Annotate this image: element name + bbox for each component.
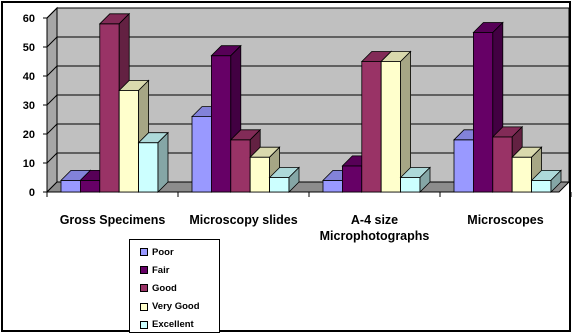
y-tick-label: 10	[23, 158, 35, 170]
legend-swatch	[140, 302, 148, 311]
legend-item: Excellent	[140, 316, 219, 334]
legend-item: Fair	[140, 261, 219, 279]
x-tick-label: Microscopy slides	[189, 213, 297, 227]
gridline	[46, 7, 569, 19]
bar-very-good-3	[380, 50, 412, 193]
y-tick-label: 30	[23, 100, 35, 112]
legend-label: Fair	[152, 264, 170, 276]
x-tick-label: Microscopes	[467, 213, 543, 227]
y-tick-label: 0	[29, 187, 35, 199]
bar-excellent-4	[530, 169, 562, 193]
legend-label: Good	[152, 282, 177, 294]
y-tick-label: 50	[23, 42, 35, 54]
bar-excellent-2	[268, 166, 300, 193]
legend-swatch	[140, 284, 148, 293]
y-tick-label: 60	[23, 13, 35, 25]
y-tick-label: 40	[23, 71, 35, 83]
gridline	[46, 36, 569, 48]
legend-label: Excellent	[152, 319, 194, 331]
legend-label: Poor	[152, 246, 174, 258]
bar-excellent-1	[137, 131, 169, 193]
bar-excellent-3	[399, 166, 431, 193]
legend-swatch	[140, 320, 148, 329]
bar-chart: 0 10 20 30 40 50 60 Gross Specimens Microscopy s…	[23, 6, 572, 243]
y-tick-label: 20	[23, 129, 35, 141]
x-tick-label: A-4 size	[351, 213, 398, 227]
legend: Poor Fair Good Very Good Excellent	[129, 239, 220, 333]
legend-swatch	[140, 266, 148, 275]
legend-item: Good	[140, 279, 219, 297]
legend-label: Very Good	[152, 301, 200, 313]
legend-item: Very Good	[140, 298, 219, 316]
x-tick-label: Gross Specimens	[60, 213, 166, 227]
legend-item: Poor	[140, 243, 219, 261]
legend-swatch	[140, 248, 148, 257]
x-tick-label: Microphotographs	[320, 229, 430, 243]
